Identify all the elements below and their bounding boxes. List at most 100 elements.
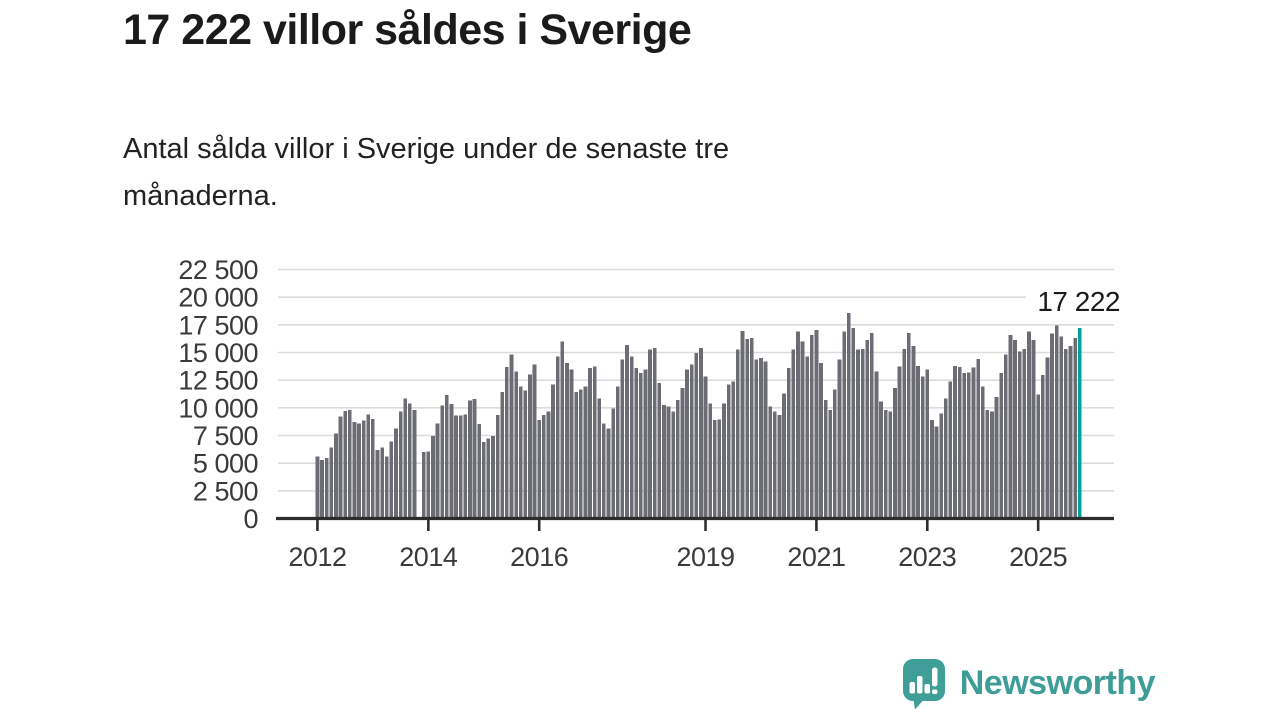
bar [749,338,754,519]
bar [699,348,703,519]
bar [708,403,712,519]
bar [657,382,662,519]
bar [597,398,602,519]
bar [458,415,463,519]
value-annotation: 17 222 [1037,286,1120,317]
bar [491,436,495,519]
bar [773,411,777,519]
bar [754,359,759,519]
bar [648,349,652,519]
bar [1027,331,1031,519]
bar [477,423,481,519]
bar [537,420,542,519]
bar [542,415,546,519]
bar [957,366,962,519]
bar [823,400,828,519]
bar [994,396,999,519]
bar [371,418,375,519]
bar [380,447,384,519]
bar [842,331,846,519]
bar [943,398,948,519]
bar [671,411,675,519]
bar [343,411,347,519]
bar [366,414,371,519]
bar [768,406,773,519]
bar [445,395,449,519]
bar [930,420,934,519]
bar [1013,339,1017,519]
bar [1017,351,1022,519]
y-tick-label: 5 000 [193,449,258,479]
x-tick-label: 2023 [898,542,956,572]
bar [583,386,588,519]
bar [879,401,883,519]
bar [500,391,505,519]
bar [809,334,814,519]
y-tick-label: 15 000 [178,338,258,368]
bar [722,403,726,519]
bar [948,381,953,519]
newsworthy-logo-icon [902,659,945,710]
bar [435,423,440,519]
highlighted-bar [1077,327,1082,519]
bar [712,420,717,519]
x-tick-label: 2012 [288,542,346,572]
bar [1064,349,1068,519]
bar [592,366,597,519]
y-tick-label: 0 [243,504,258,534]
bar [800,341,805,519]
bar [551,384,555,519]
bar [939,413,943,519]
x-tick-label: 2021 [787,542,845,572]
bar [606,428,611,519]
bar [662,405,666,519]
bar [689,364,694,519]
bar [421,452,426,519]
bar [911,345,916,519]
bar [565,363,569,519]
y-tick-label: 17 500 [178,310,258,340]
bar [625,344,629,519]
bar [611,408,615,519]
bar [916,365,920,519]
bar [685,369,689,519]
bar [403,398,408,519]
bar [440,405,444,519]
bar [980,386,985,519]
bar [389,441,394,519]
bar [837,359,842,519]
bar [639,373,643,519]
bar [578,389,583,519]
page-subtitle: Antal sålda villor i Sverige under de se… [123,133,730,212]
bar [523,390,528,519]
bar [518,386,523,519]
bar [1050,333,1054,519]
bar [920,376,925,519]
y-tick-label: 10 000 [178,393,258,423]
bar [870,333,874,519]
bar [828,410,833,519]
bar [652,348,657,519]
bar [676,400,680,519]
bar [893,387,897,519]
bar [334,433,338,519]
bar [805,356,809,519]
bar [620,359,625,519]
bar [486,438,491,519]
bar [509,354,514,519]
bar [731,381,736,519]
bar [528,374,532,519]
bar [398,411,403,519]
y-tick-label: 7 500 [193,421,258,451]
x-tick-label: 2019 [676,542,734,572]
bar [990,411,994,519]
bar [352,422,357,519]
bar [985,410,990,519]
bar [666,406,671,519]
bar [883,410,888,519]
bar [1059,336,1064,519]
bar [759,358,763,519]
bar [1040,375,1045,519]
bar [1054,325,1059,519]
bar [532,364,537,519]
